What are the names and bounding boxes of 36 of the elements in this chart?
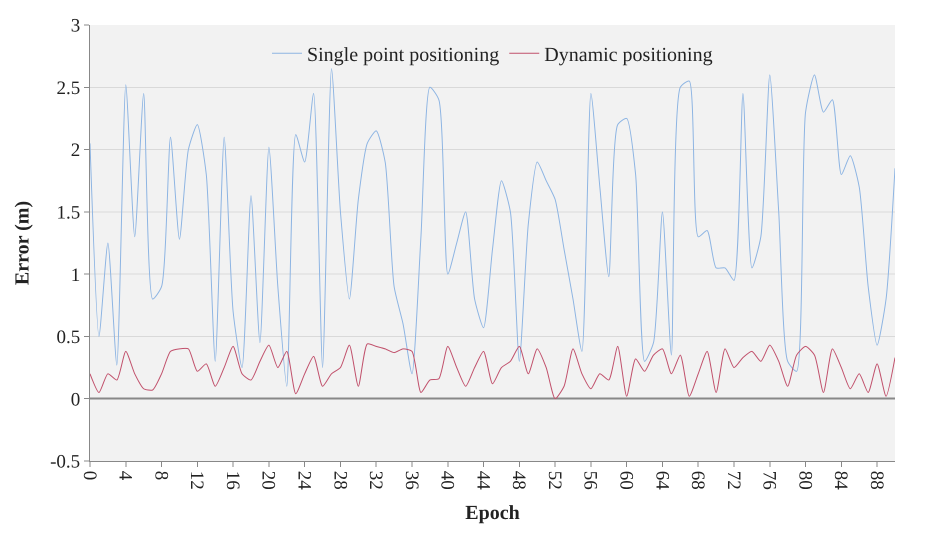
- line-series: [90, 68, 895, 387]
- x-tick-label: 12: [186, 470, 208, 490]
- y-tick-label: 2: [70, 140, 80, 162]
- x-tick-label: 20: [258, 470, 279, 490]
- x-tick-label: 0: [78, 470, 100, 480]
- y-tick-label: -0.5: [50, 452, 80, 473]
- x-tick-label: 80: [794, 470, 816, 490]
- x-tick-label: 84: [830, 470, 852, 490]
- x-tick-label: 56: [580, 470, 601, 490]
- y-tick-label: 1.5: [56, 202, 80, 224]
- x-tick-label: 72: [722, 470, 744, 490]
- x-tick-label: 48: [508, 470, 530, 490]
- x-tick-label: 40: [436, 470, 458, 490]
- x-axis-title: Epoch: [465, 502, 520, 524]
- x-tick-label: 76: [758, 470, 780, 490]
- y-tick-label: 0: [70, 389, 80, 410]
- x-tick-label: 44: [472, 470, 494, 490]
- x-tick-label: 4: [114, 470, 136, 481]
- x-tick-label: 36: [400, 470, 422, 490]
- legend-label: Single point positioning: [307, 44, 500, 66]
- y-tick-label: 3: [70, 16, 80, 37]
- x-tick-label: 32: [365, 470, 386, 490]
- y-tick-label: 1: [70, 264, 80, 286]
- x-tick-label: 16: [222, 470, 243, 490]
- x-tick-label: 8: [150, 470, 172, 480]
- y-axis-title: Error (m): [12, 200, 34, 286]
- x-tick-label: 88: [866, 470, 887, 490]
- x-tick-label: 68: [687, 470, 708, 490]
- legend-label: Dynamic positioning: [544, 44, 713, 66]
- x-tick-label: 28: [329, 470, 350, 490]
- x-tick-label: 52: [544, 470, 565, 490]
- y-tick-label: 0.5: [56, 327, 80, 348]
- x-tick-label: 64: [651, 470, 672, 490]
- x-tick-label: 24: [293, 470, 314, 490]
- x-tick-label: 60: [615, 470, 636, 490]
- y-tick-label: 2.5: [56, 78, 80, 99]
